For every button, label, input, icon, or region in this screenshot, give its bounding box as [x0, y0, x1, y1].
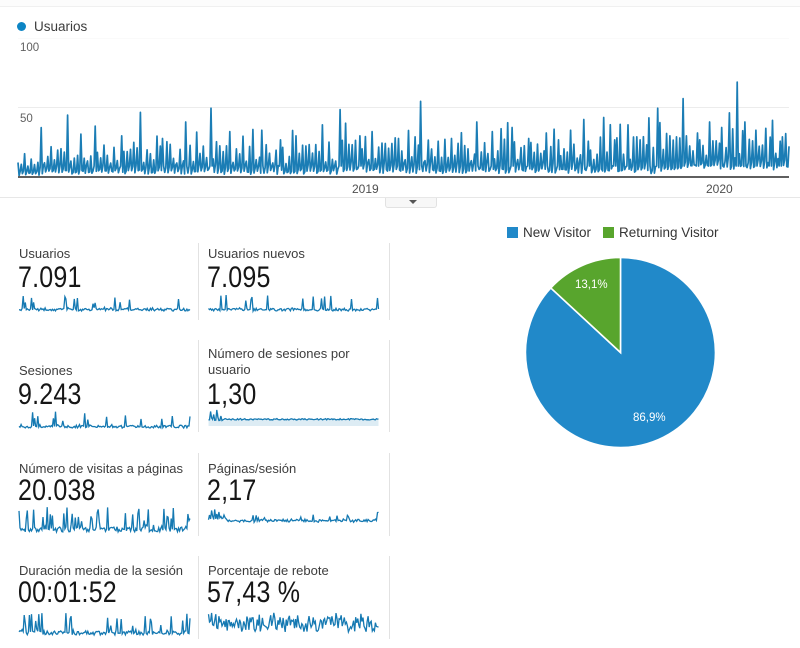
svg-text:86,9%: 86,9%: [633, 412, 666, 424]
svg-text:13,1%: 13,1%: [575, 279, 608, 291]
